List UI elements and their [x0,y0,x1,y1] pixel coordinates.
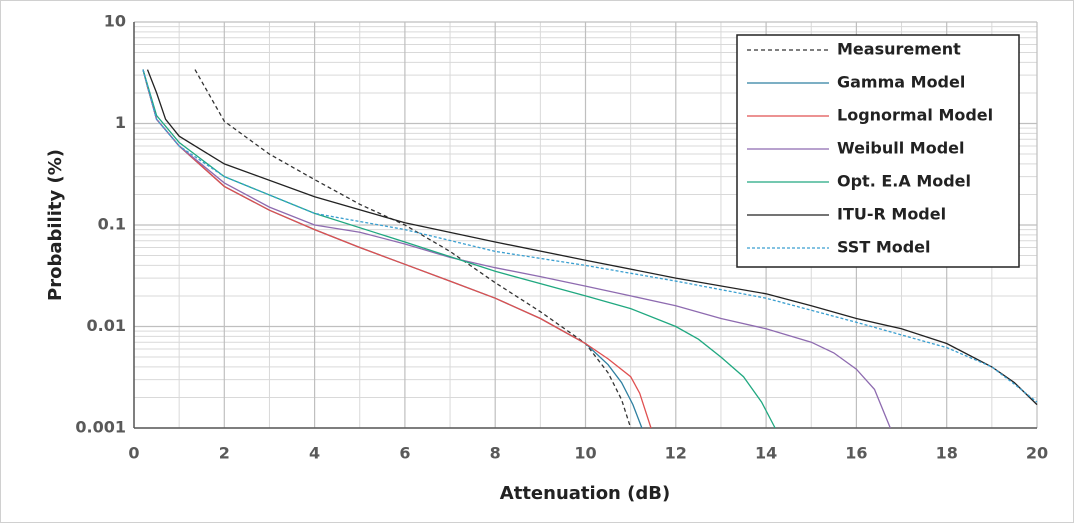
x-tick-label: 2 [219,444,230,463]
legend-label: Weibull Model [837,139,965,158]
legend-label: Measurement [837,40,961,59]
legend-box [736,34,1020,268]
y-tick-label: 0.001 [75,418,126,437]
y-tick-label: 0.01 [87,316,126,335]
x-tick-label: 0 [128,444,139,463]
y-tick-label: 0.1 [98,215,126,234]
legend: Measurement Gamma Model Lognormal Model Wei… [736,34,1020,268]
series-line [142,69,891,429]
x-tick-label: 14 [755,444,777,463]
x-tick-label: 10 [574,444,596,463]
grid [133,21,1038,429]
y-tick-label: 10 [104,12,126,31]
plot-lines [142,69,1038,429]
x-tick-label: 18 [936,444,958,463]
series-line [194,69,632,429]
x-tick-label: 4 [309,444,320,463]
x-tick-label: 12 [665,444,687,463]
series-line [142,69,776,429]
x-tick-label: 16 [845,444,867,463]
ticks: 0.001 0.01 0.1 1 10 0 2 4 6 8 10 12 14 16 18 20 [75,12,1048,463]
x-tick-label: 8 [490,444,501,463]
x-tick-label: 6 [399,444,410,463]
x-axis-label: Attenuation (dB) [500,483,670,504]
legend-label: ITU-R Model [837,205,946,224]
x-tick-label: 20 [1026,444,1048,463]
y-tick-label: 1 [115,113,126,132]
legend-label: Lognormal Model [837,106,993,125]
legend-label: SST Model [837,238,931,257]
series-line [146,69,1038,406]
legend-label: Opt. E.A Model [837,172,971,191]
legend-label: Gamma Model [837,73,965,92]
y-axis-label: Probability (%) [45,149,66,301]
